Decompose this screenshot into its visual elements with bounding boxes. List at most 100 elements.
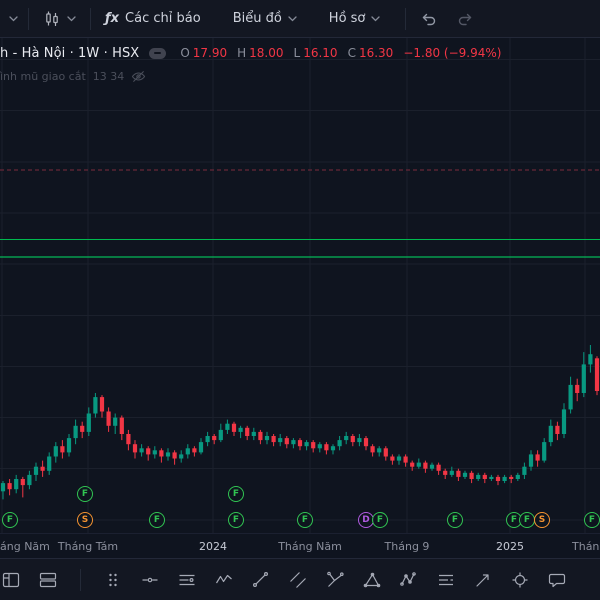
- candle-body: [416, 462, 421, 467]
- candle-body: [317, 444, 322, 449]
- chat-bubble-icon: [548, 571, 566, 589]
- candle-body: [561, 409, 567, 434]
- time-axis-label: 2024: [199, 540, 227, 553]
- chart-type-button[interactable]: [34, 3, 85, 35]
- candle-body: [47, 456, 52, 471]
- event-badge-report[interactable]: F: [519, 512, 535, 528]
- undo-button[interactable]: [411, 3, 447, 35]
- candle-body: [225, 423, 230, 430]
- candle-body: [363, 438, 369, 447]
- event-badge-report[interactable]: F: [2, 512, 18, 528]
- candle-body: [476, 474, 481, 479]
- time-axis-label: Tháng Năm: [278, 540, 342, 553]
- candle-body: [152, 450, 157, 455]
- candle-body: [509, 476, 514, 479]
- event-badge-report[interactable]: F: [228, 486, 244, 502]
- candle-body: [231, 423, 237, 432]
- tool-wave-button[interactable]: [214, 570, 234, 590]
- event-badge-report[interactable]: F: [228, 512, 244, 528]
- tool-measure-button[interactable]: [436, 570, 456, 590]
- indicators-button[interactable]: ƒx Các chỉ báo: [96, 4, 210, 33]
- panels-button[interactable]: [38, 570, 58, 590]
- candle-body: [179, 454, 184, 459]
- candle-body: [502, 476, 507, 481]
- candle-body: [0, 483, 6, 492]
- candle-body: [271, 436, 276, 443]
- candle-body: [370, 446, 375, 453]
- chart-menu-label: Biểu đồ: [232, 11, 282, 26]
- tool-parallel-channel-button[interactable]: [288, 570, 308, 590]
- candle-body: [377, 448, 382, 453]
- event-badge-split[interactable]: S: [534, 512, 550, 528]
- chevron-down-icon: [67, 15, 76, 22]
- candle-body: [212, 436, 217, 441]
- candle-body: [390, 456, 395, 461]
- indicator-visibility-button[interactable]: [131, 70, 146, 83]
- horizontal-line-icon: [141, 571, 159, 589]
- candle-body: [495, 476, 501, 481]
- chart-area[interactable]: h - Hà Nội · 1W · HSX O 17.90 H 18.00 L 16.…: [0, 37, 600, 533]
- tool-horizontal-line-button[interactable]: [140, 570, 160, 590]
- object-tree-icon: [2, 571, 20, 589]
- candle-body: [429, 464, 435, 469]
- candle-body: [80, 425, 85, 432]
- tool-triangle-pattern-button[interactable]: [362, 570, 382, 590]
- event-badge-report[interactable]: F: [372, 512, 388, 528]
- tool-trend-line-button[interactable]: [251, 570, 271, 590]
- event-badge-report[interactable]: F: [77, 486, 93, 502]
- time-axis-label: áng Năm: [0, 540, 50, 553]
- candle-body: [462, 472, 468, 477]
- candle-body: [93, 397, 98, 414]
- candle-body: [264, 436, 270, 441]
- trend-line-icon: [252, 571, 270, 589]
- chart-legend: h - Hà Nội · 1W · HSX O 17.90 H 18.00 L 16.…: [0, 45, 501, 83]
- tool-pitchfork-button[interactable]: [325, 570, 345, 590]
- candle-body: [350, 436, 355, 443]
- candle-body: [403, 456, 408, 463]
- candle-body: [542, 442, 547, 461]
- drag-handle[interactable]: [103, 570, 123, 590]
- candle-body: [139, 448, 144, 453]
- cut-dropdown-button[interactable]: [4, 9, 23, 29]
- profile-menu-button[interactable]: Hồ sơ: [320, 4, 390, 33]
- candlestick-chart-icon: [43, 10, 61, 28]
- parallel-channel-icon: [289, 571, 307, 589]
- indicator-params: 13 34: [92, 69, 125, 83]
- candle-body: [198, 442, 204, 453]
- candle-body: [20, 479, 25, 486]
- event-badge-report[interactable]: F: [297, 512, 313, 528]
- tool-multi-line-button[interactable]: [177, 570, 197, 590]
- minus-badge-icon[interactable]: [149, 47, 167, 59]
- chart-menu-button[interactable]: Biểu đồ: [224, 4, 306, 33]
- candle-body: [218, 429, 223, 441]
- candle-body: [238, 427, 243, 432]
- event-badge-report[interactable]: F: [149, 512, 165, 528]
- tool-elliott-wave-button[interactable]: [399, 570, 419, 590]
- candle-body: [14, 479, 19, 490]
- event-badge-report[interactable]: F: [447, 512, 463, 528]
- bottom-toolbar: [0, 558, 600, 600]
- candle-body: [278, 438, 283, 443]
- price-chart-canvas[interactable]: [0, 37, 600, 533]
- chat-bubble-button[interactable]: [547, 570, 567, 590]
- candle-body: [165, 452, 171, 457]
- candle-body: [324, 444, 329, 451]
- crosshair-icon: [511, 571, 529, 589]
- candle-body: [304, 442, 309, 447]
- low-value: 16.10: [303, 46, 338, 60]
- redo-button[interactable]: [447, 3, 483, 35]
- candle-body: [205, 436, 210, 443]
- object-tree-button[interactable]: [1, 570, 21, 590]
- chevron-down-icon: [371, 15, 381, 22]
- event-badge-split[interactable]: S: [77, 512, 93, 528]
- time-axis[interactable]: áng Năm Tháng Tám 2024 Tháng Năm Tháng 9 2025…: [0, 533, 600, 559]
- candle-body: [113, 417, 118, 426]
- chevron-down-icon: [9, 15, 18, 22]
- candle-body: [337, 440, 342, 447]
- tool-arrow-button[interactable]: [473, 570, 493, 590]
- high-label: H: [237, 46, 247, 60]
- candle-body: [40, 466, 45, 471]
- event-badge-report[interactable]: F: [584, 512, 600, 528]
- eye-off-icon: [131, 70, 146, 83]
- tool-crosshair-button[interactable]: [510, 570, 530, 590]
